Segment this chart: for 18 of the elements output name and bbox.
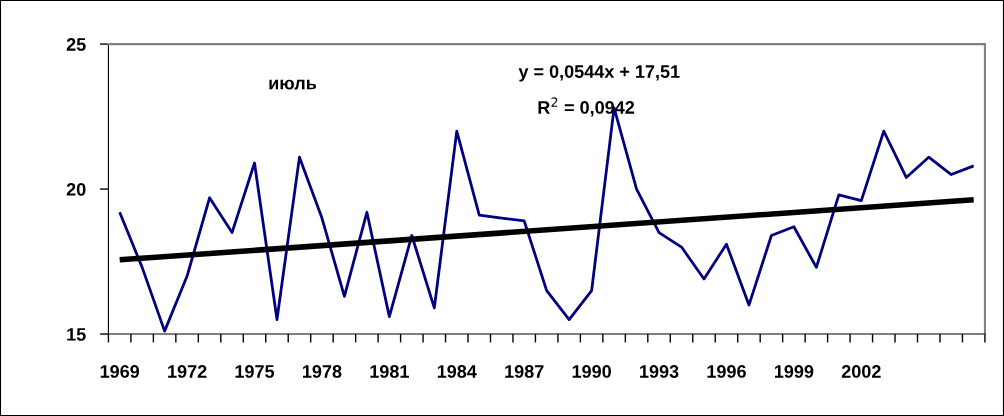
y-tick-label: 25 [66, 38, 86, 51]
x-tick-label: 2002 [841, 365, 881, 378]
x-tick-label: 1984 [437, 365, 477, 378]
x-tick-label: 1972 [168, 365, 207, 378]
x-tick-label: 1999 [774, 365, 814, 378]
annotation: y = 0,0544x + 17,51 [518, 65, 680, 82]
x-tick-label: 1990 [572, 365, 611, 378]
x-tick-label: 1981 [370, 365, 409, 378]
annotation: R$^{2}$ = 0,0942 [538, 97, 635, 117]
x-tick-label: 1975 [235, 365, 275, 378]
x-tick-label: 1996 [707, 365, 746, 378]
x-tick-label: 1987 [505, 365, 544, 378]
x-tick-label: 1993 [640, 365, 679, 378]
annotation: июль [269, 79, 317, 90]
y-tick-label: 15 [67, 328, 86, 341]
x-tick-label: 1969 [100, 365, 140, 378]
x-tick-label: 1978 [302, 365, 342, 378]
y-tick-label: 20 [66, 183, 86, 196]
